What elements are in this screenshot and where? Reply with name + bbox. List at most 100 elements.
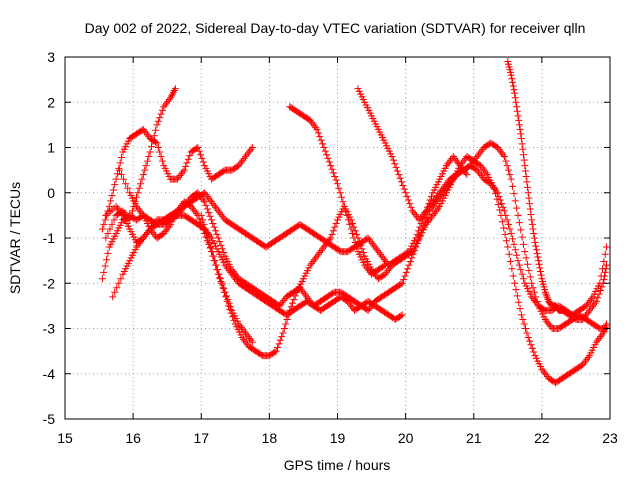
data-point bbox=[212, 203, 220, 211]
y-tick-label: -4 bbox=[43, 366, 56, 382]
data-point bbox=[319, 245, 327, 253]
data-point bbox=[164, 224, 172, 232]
data-point bbox=[220, 248, 228, 256]
data-point bbox=[359, 248, 367, 256]
data-point bbox=[153, 121, 161, 129]
data-point bbox=[199, 216, 207, 224]
data-point bbox=[202, 201, 210, 209]
data-point bbox=[208, 248, 216, 256]
data-point bbox=[436, 192, 444, 200]
data-point bbox=[598, 331, 606, 339]
data-point bbox=[198, 154, 206, 162]
data-point bbox=[582, 302, 590, 310]
data-point bbox=[168, 92, 176, 100]
x-tick-label: 20 bbox=[398, 430, 414, 446]
data-point bbox=[364, 306, 372, 314]
data-point bbox=[135, 239, 143, 247]
data-point bbox=[202, 191, 210, 199]
data-point bbox=[355, 238, 363, 246]
data-point bbox=[218, 212, 226, 220]
data-point bbox=[524, 183, 532, 191]
data-point bbox=[346, 220, 354, 228]
data-point bbox=[518, 270, 526, 278]
data-point bbox=[161, 228, 169, 236]
data-point bbox=[214, 266, 222, 274]
data-point bbox=[431, 200, 439, 208]
data-point bbox=[143, 157, 151, 165]
data-point bbox=[246, 147, 254, 155]
data-point bbox=[184, 155, 192, 163]
data-point bbox=[403, 192, 411, 200]
data-point bbox=[503, 162, 511, 170]
data-point bbox=[248, 144, 256, 151]
data-point bbox=[425, 217, 433, 225]
data-point bbox=[309, 258, 317, 266]
data-point bbox=[201, 189, 209, 197]
data-point bbox=[120, 175, 128, 183]
data-point bbox=[137, 238, 145, 246]
data-point bbox=[579, 361, 587, 369]
data-point bbox=[406, 200, 414, 208]
data-point bbox=[523, 329, 531, 337]
data-point bbox=[411, 210, 419, 218]
data-point bbox=[272, 347, 280, 355]
data-point bbox=[142, 230, 150, 238]
data-point bbox=[306, 296, 314, 304]
series-arc-1 bbox=[98, 125, 256, 233]
data-point bbox=[452, 156, 460, 164]
data-point bbox=[139, 171, 147, 179]
data-point bbox=[519, 275, 527, 283]
data-point bbox=[188, 204, 196, 212]
data-point bbox=[600, 327, 608, 335]
data-point bbox=[171, 85, 179, 93]
data-point bbox=[163, 226, 171, 234]
data-point bbox=[367, 238, 375, 246]
data-point bbox=[528, 220, 536, 228]
data-point bbox=[545, 321, 553, 329]
data-point bbox=[399, 182, 407, 190]
data-point bbox=[378, 252, 386, 260]
data-point bbox=[430, 210, 438, 218]
data-point bbox=[466, 162, 474, 170]
x-tick-label: 16 bbox=[125, 430, 141, 446]
data-point bbox=[513, 204, 521, 212]
data-point bbox=[449, 153, 457, 161]
data-point bbox=[389, 156, 397, 164]
data-point bbox=[110, 216, 118, 224]
data-point bbox=[365, 267, 373, 275]
data-point bbox=[158, 157, 166, 165]
data-point bbox=[529, 284, 537, 292]
data-point bbox=[248, 338, 256, 346]
data-point bbox=[493, 195, 501, 203]
data-point bbox=[596, 286, 604, 294]
data-point bbox=[284, 311, 292, 319]
data-point bbox=[201, 198, 209, 206]
data-point bbox=[201, 225, 209, 233]
data-point bbox=[402, 268, 410, 276]
data-point bbox=[397, 280, 405, 288]
data-point bbox=[175, 173, 183, 181]
data-point bbox=[317, 136, 325, 144]
data-point bbox=[116, 159, 124, 167]
data-point bbox=[543, 317, 551, 325]
data-point bbox=[271, 348, 279, 356]
data-point bbox=[534, 253, 542, 261]
data-point bbox=[405, 261, 413, 269]
data-point bbox=[601, 268, 609, 276]
data-point bbox=[372, 245, 380, 253]
data-point bbox=[500, 207, 508, 215]
data-point bbox=[460, 167, 468, 175]
data-point bbox=[423, 203, 431, 211]
data-point bbox=[528, 216, 536, 224]
data-point bbox=[329, 227, 337, 235]
data-point bbox=[498, 149, 506, 157]
data-point bbox=[512, 98, 520, 106]
data-point bbox=[511, 246, 519, 254]
series-arc-7 bbox=[197, 153, 611, 387]
data-point bbox=[433, 206, 441, 214]
data-point bbox=[509, 82, 517, 90]
data-point bbox=[400, 185, 408, 193]
data-point bbox=[115, 164, 123, 172]
data-point bbox=[229, 313, 237, 321]
data-point bbox=[154, 117, 162, 125]
